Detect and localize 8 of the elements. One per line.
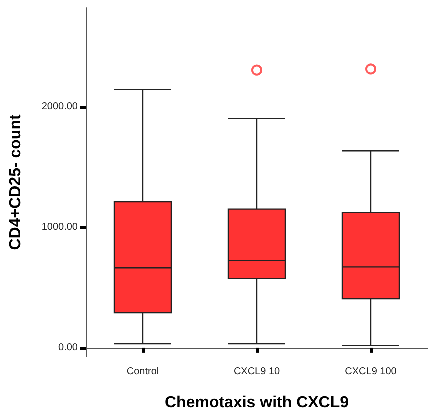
y-axis-title: CD4+CD25- count (8, 114, 24, 250)
x-tick-label: Control (126, 366, 160, 378)
y-tick-label: 2000.00 (42, 101, 78, 112)
y-tick-label: 1000.00 (42, 222, 78, 233)
y-tick-label: 0.00 (58, 342, 78, 354)
x-tick-label: CXCL9 100 (345, 366, 398, 378)
x-axis-title: Chemotaxis with CXCL9 (164, 394, 350, 412)
x-tick-label: CXCL9 10 (234, 366, 281, 378)
